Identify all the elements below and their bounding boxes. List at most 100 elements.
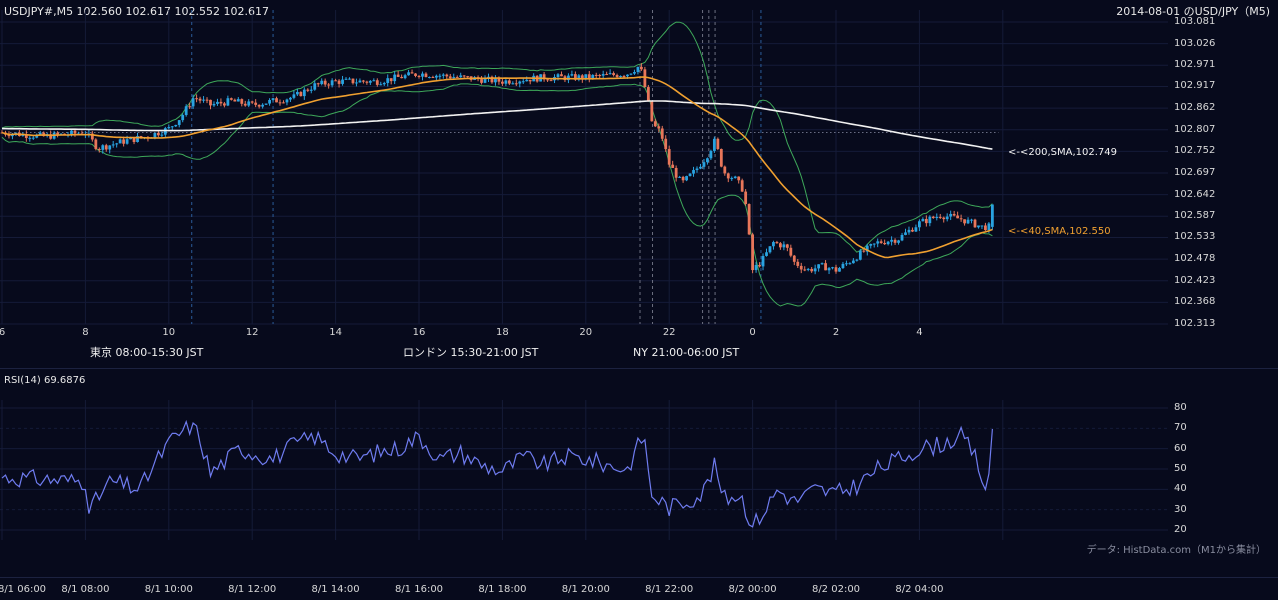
candle-body <box>712 138 716 151</box>
candle-body <box>202 99 205 101</box>
candle-body <box>480 79 483 83</box>
candle-body <box>598 75 602 77</box>
candle-body <box>959 218 963 220</box>
candle-body <box>417 75 421 77</box>
candle-body <box>667 149 671 165</box>
price-tick-label: 102.752 <box>1174 145 1216 157</box>
candle-body <box>205 99 209 101</box>
candle-body <box>612 73 615 76</box>
price-chart[interactable] <box>0 0 1278 340</box>
candle-body <box>393 74 397 82</box>
candle-body <box>271 98 275 100</box>
rsi-chart[interactable] <box>0 400 1278 540</box>
candle-body <box>108 145 112 150</box>
candle-body <box>247 101 251 106</box>
candle-body <box>577 75 581 80</box>
rsi-tick-label: 50 <box>1174 463 1187 474</box>
candle-body <box>386 78 390 83</box>
candle-body <box>125 139 129 144</box>
session-ny: NY 21:00-06:00 JST <box>627 342 1003 363</box>
candle-body <box>765 252 768 256</box>
candle-body <box>646 87 650 101</box>
panel-divider <box>0 368 1278 369</box>
candle-body <box>438 75 442 77</box>
candle-body <box>924 218 928 224</box>
candle-body <box>337 80 341 84</box>
price-tick-label: 103.026 <box>1174 37 1216 49</box>
candle-body <box>914 227 918 232</box>
candle-body <box>650 100 654 122</box>
rsi-tick-label: 30 <box>1174 503 1187 515</box>
candle-body <box>428 77 431 79</box>
candle-body <box>942 217 946 220</box>
candle-body <box>407 72 410 76</box>
bollinger-upper <box>1 21 993 253</box>
candle-body <box>626 74 629 77</box>
candle-body <box>935 216 939 218</box>
candle-body <box>702 162 706 167</box>
candle-body <box>824 263 827 271</box>
candle-body <box>990 204 994 227</box>
candle-body <box>424 73 428 78</box>
candle-body <box>845 263 848 265</box>
candle-body <box>525 79 529 82</box>
candle-body <box>410 72 414 74</box>
candle-body <box>570 74 574 76</box>
candle-body <box>268 99 271 104</box>
candle-body <box>24 134 28 138</box>
candle-body <box>490 76 494 83</box>
candle-body <box>7 134 11 137</box>
candle-body <box>261 104 265 107</box>
candle-body <box>546 79 549 81</box>
candle-body <box>622 75 626 77</box>
candle-body <box>389 78 393 82</box>
candle-body <box>521 81 525 83</box>
candle-body <box>716 138 720 149</box>
candle-body <box>170 126 174 128</box>
candle-body <box>243 103 247 106</box>
candle-body <box>223 103 226 106</box>
candle-body <box>118 139 122 144</box>
candle-body <box>250 101 254 103</box>
price-tick-label: 102.807 <box>1174 123 1216 135</box>
candle-body <box>813 268 817 272</box>
candle-body <box>827 268 831 271</box>
candle-body <box>730 178 734 180</box>
candle-body <box>455 77 459 79</box>
candle-body <box>949 213 953 217</box>
date-tick-label: 8/1 08:00 <box>61 584 110 595</box>
candle-body <box>744 191 748 205</box>
candle-body <box>528 79 532 82</box>
candle-body <box>379 84 383 86</box>
candle-body <box>747 204 751 235</box>
candle-body <box>841 263 845 269</box>
rsi-tick-label: 20 <box>1174 524 1187 535</box>
date-tick-label: 8/1 20:00 <box>561 584 610 595</box>
candle-body <box>838 268 841 272</box>
time-tick-label: 22 <box>662 327 676 338</box>
candle-body <box>817 264 821 269</box>
date-tick-label: 8/1 06:00 <box>0 584 47 595</box>
candle-body <box>167 127 171 129</box>
candle-body <box>751 234 754 271</box>
candle-body <box>928 216 932 224</box>
price-tick-label: 102.313 <box>1174 318 1216 329</box>
candle-body <box>706 158 709 163</box>
date-tick-label: 8/1 16:00 <box>394 584 444 595</box>
candle-body <box>320 80 324 85</box>
candle-body <box>573 74 577 80</box>
candle-body <box>35 134 39 138</box>
candle-body <box>355 82 358 84</box>
candle-body <box>511 83 515 85</box>
rsi-tick-label: 80 <box>1174 402 1187 413</box>
candle-body <box>275 98 278 103</box>
candle-body <box>733 176 737 179</box>
candle-body <box>94 139 98 149</box>
candle-body <box>462 75 466 77</box>
candle-body <box>285 99 289 103</box>
candle-body <box>883 243 887 245</box>
candle-body <box>695 168 699 171</box>
candle-body <box>309 89 313 91</box>
candle-body <box>358 80 362 83</box>
candle-body <box>400 76 404 79</box>
